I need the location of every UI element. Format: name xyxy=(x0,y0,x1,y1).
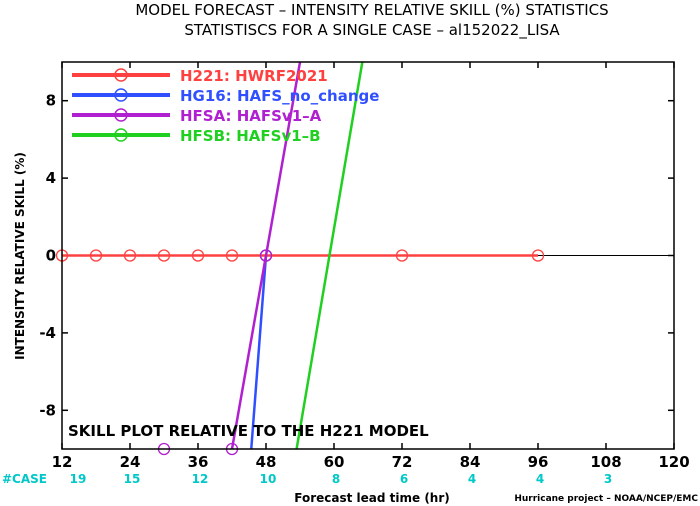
y-tick-label: 4 xyxy=(46,169,56,187)
legend-label: H221: HWRF2021 xyxy=(180,67,328,85)
case-count: 10 xyxy=(260,472,277,486)
case-label: #CASE xyxy=(2,472,47,486)
skill-annotation: SKILL PLOT RELATIVE TO THE H221 MODEL xyxy=(68,422,429,440)
x-tick-label: 48 xyxy=(256,453,277,471)
legend-marker xyxy=(114,108,128,122)
series-layer xyxy=(62,62,538,449)
y-axis-label: INTENSITY RELATIVE SKILL (%) xyxy=(13,152,27,360)
series-point-0 xyxy=(395,249,409,262)
legend-label: HG16: HAFS_no_change xyxy=(180,87,379,105)
y-tick-label: 8 xyxy=(46,92,56,110)
legend-label: HFSA: HAFSv1–A xyxy=(180,107,322,125)
plot-frame xyxy=(61,61,675,450)
x-ticks: 12 24 36 48 60 72 84 96 108 120 xyxy=(52,62,690,471)
chart-subtitle: STATISTISCS FOR A SINGLE CASE – al152022… xyxy=(184,21,560,40)
series-point-0 xyxy=(89,249,103,262)
y-tick-label: -8 xyxy=(39,401,56,419)
series-point-2 xyxy=(259,249,273,262)
x-tick-label: 60 xyxy=(324,453,345,471)
chart-title: MODEL FORECAST – INTENSITY RELATIVE SKIL… xyxy=(135,1,608,19)
series-line-1 xyxy=(250,255,268,449)
legend-marker xyxy=(114,128,128,142)
y-ticks: 8 4 0 -4 -8 xyxy=(39,92,674,419)
x-tick-label: 120 xyxy=(658,453,689,471)
series-point-0 xyxy=(191,249,205,262)
case-count: 12 xyxy=(192,472,209,486)
case-count: 19 xyxy=(70,472,87,486)
y-tick-label: -4 xyxy=(39,324,56,342)
legend-marker xyxy=(114,68,128,82)
series-line-3 xyxy=(295,62,364,449)
x-tick-label: 72 xyxy=(392,453,413,471)
series-point-0 xyxy=(157,249,171,262)
case-count: 3 xyxy=(604,472,612,486)
case-counts: #CASE 19 15 12 10 8 6 4 4 3 xyxy=(2,472,612,486)
x-tick-label: 108 xyxy=(590,453,621,471)
x-tick-label: 12 xyxy=(52,453,73,471)
series-point-0 xyxy=(123,249,137,262)
series-point-0 xyxy=(531,249,545,262)
case-count: 4 xyxy=(536,472,544,486)
series-line-2 xyxy=(230,62,302,449)
legend: H221: HWRF2021 HG16: HAFS_no_change HFSA: … xyxy=(72,67,379,145)
legend-marker xyxy=(114,88,128,102)
case-count: 15 xyxy=(124,472,141,486)
x-tick-label: 96 xyxy=(528,453,549,471)
case-count: 8 xyxy=(332,472,340,486)
series-point-0 xyxy=(225,249,239,262)
x-tick-label: 36 xyxy=(188,453,209,471)
credit-text: Hurricane project – NOAA/NCEP/EMC xyxy=(514,494,698,504)
x-tick-label: 24 xyxy=(120,453,141,471)
case-count: 4 xyxy=(468,472,476,486)
legend-label: HFSB: HAFSv1–B xyxy=(180,127,321,145)
x-axis-label: Forecast lead time (hr) xyxy=(294,491,450,505)
y-tick-label: 0 xyxy=(46,247,56,265)
case-count: 6 xyxy=(400,472,408,486)
x-tick-label: 84 xyxy=(460,453,481,471)
